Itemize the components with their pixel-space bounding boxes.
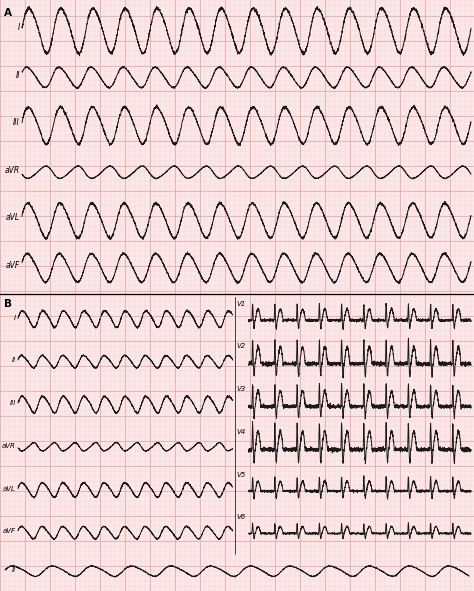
Text: I: I bbox=[14, 314, 16, 321]
Text: aVR: aVR bbox=[5, 166, 20, 175]
Text: V5: V5 bbox=[237, 472, 246, 478]
Text: II: II bbox=[12, 567, 16, 573]
Text: III: III bbox=[9, 400, 16, 406]
Text: aVF: aVF bbox=[6, 261, 20, 270]
Text: aVR: aVR bbox=[2, 443, 16, 449]
Text: aVL: aVL bbox=[3, 486, 16, 492]
Text: V3: V3 bbox=[237, 386, 246, 392]
Text: II: II bbox=[16, 71, 20, 80]
Text: V6: V6 bbox=[237, 515, 246, 521]
Text: V1: V1 bbox=[237, 301, 246, 307]
Text: aVF: aVF bbox=[3, 528, 16, 534]
Text: V2: V2 bbox=[237, 343, 246, 349]
Text: II: II bbox=[12, 358, 16, 363]
Text: A: A bbox=[4, 8, 12, 18]
Text: aVL: aVL bbox=[6, 213, 20, 222]
Text: V4: V4 bbox=[237, 429, 246, 435]
Text: I: I bbox=[18, 23, 20, 32]
Text: B: B bbox=[4, 299, 12, 309]
Text: III: III bbox=[13, 118, 20, 127]
